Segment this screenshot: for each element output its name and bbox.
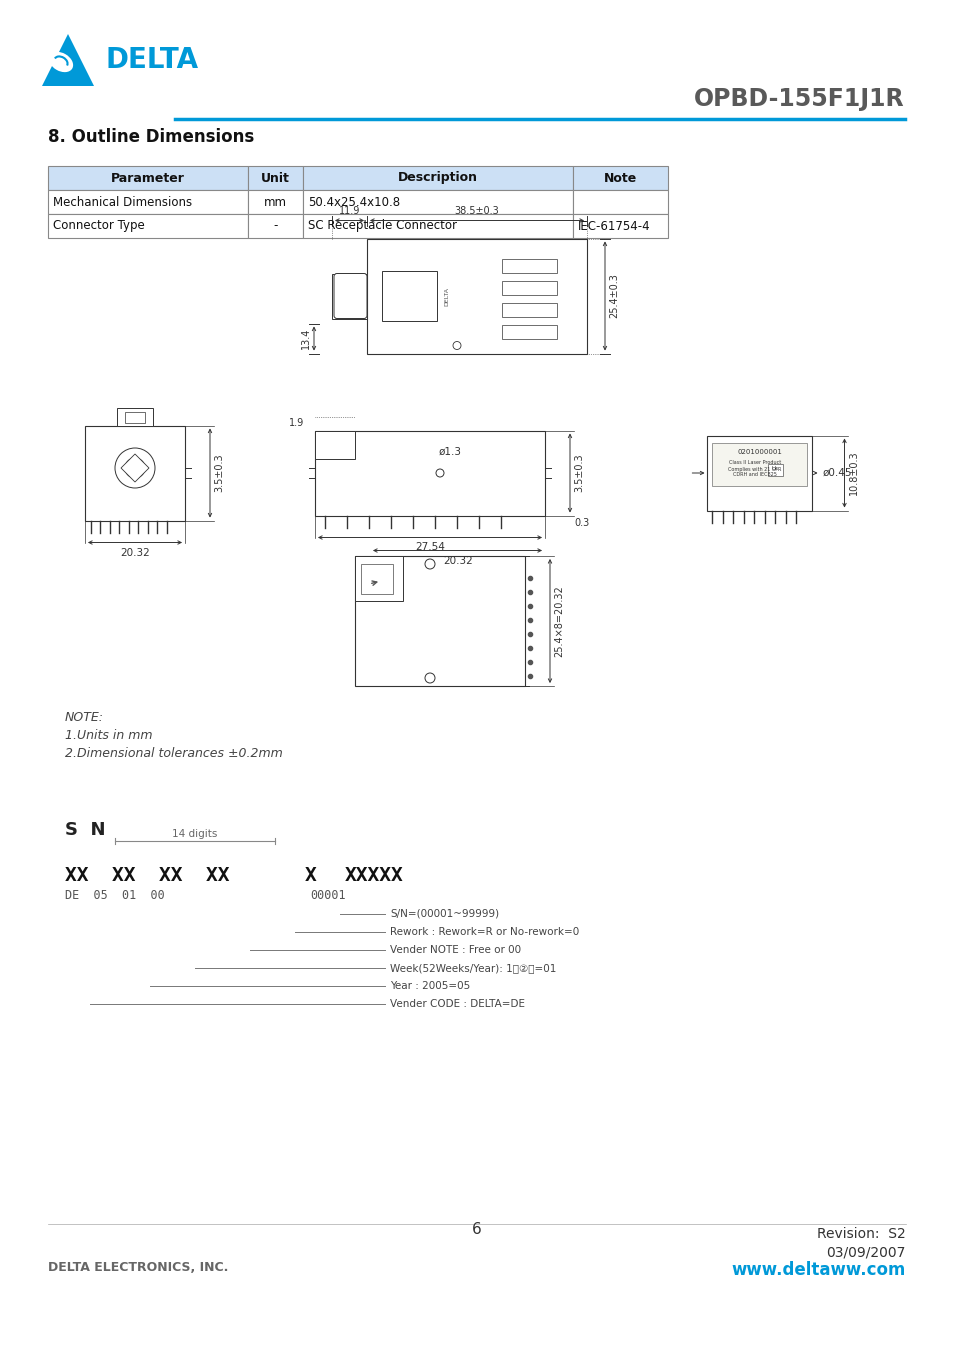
Circle shape (453, 342, 460, 350)
Text: CDRH and IEC825: CDRH and IEC825 (732, 473, 776, 477)
Text: Vender NOTE : Free or 00: Vender NOTE : Free or 00 (390, 944, 520, 955)
Text: S  N: S N (65, 821, 106, 839)
Circle shape (125, 458, 145, 478)
Text: Revision:  S2: Revision: S2 (817, 1227, 905, 1242)
Text: 6: 6 (472, 1223, 481, 1238)
Bar (117, 408, 152, 426)
Bar (573, 190, 667, 213)
Text: Mechanical Dimensions: Mechanical Dimensions (53, 196, 192, 208)
Bar (767, 463, 782, 476)
Bar (48, 166, 248, 190)
Bar (381, 272, 436, 322)
Bar (314, 431, 544, 516)
Text: ø0.45: ø0.45 (821, 467, 851, 478)
Bar (303, 190, 573, 213)
Ellipse shape (49, 51, 73, 72)
Bar (707, 435, 812, 511)
Text: Connector Type: Connector Type (53, 219, 145, 232)
Polygon shape (121, 454, 149, 482)
Bar (501, 303, 557, 316)
Bar (360, 563, 393, 594)
Text: 11.9: 11.9 (338, 207, 360, 216)
Text: Week(52Weeks/Year): 1月②日=01: Week(52Weeks/Year): 1月②日=01 (390, 963, 556, 973)
Bar (355, 557, 524, 686)
Bar (248, 190, 303, 213)
Bar (332, 273, 367, 319)
Bar (303, 213, 573, 238)
Text: Year : 2005=05: Year : 2005=05 (390, 981, 470, 992)
Text: Parameter: Parameter (111, 172, 185, 185)
Text: DE  05  01  00: DE 05 01 00 (65, 889, 165, 902)
Text: S/N=(00001~99999): S/N=(00001~99999) (390, 909, 498, 919)
Text: 3.5±0.3: 3.5±0.3 (213, 454, 224, 492)
Text: NOTE:: NOTE: (65, 711, 104, 724)
Text: 25.4±0.3: 25.4±0.3 (608, 273, 618, 319)
Text: 1.9: 1.9 (289, 417, 304, 427)
Text: 0.3: 0.3 (574, 519, 589, 528)
Text: DELTA: DELTA (106, 46, 199, 74)
Text: X: X (305, 866, 316, 885)
Bar (712, 443, 806, 485)
Bar (48, 213, 248, 238)
Bar (573, 166, 667, 190)
Text: 2.Dimensional tolerances ±0.2mm: 2.Dimensional tolerances ±0.2mm (65, 747, 282, 761)
Text: 38.5±0.3: 38.5±0.3 (455, 207, 498, 216)
Bar (125, 412, 145, 423)
Circle shape (436, 469, 443, 477)
Text: ø1.3: ø1.3 (438, 447, 461, 457)
Circle shape (424, 673, 435, 684)
Bar (85, 426, 185, 520)
Text: www.deltaww.com: www.deltaww.com (731, 1260, 905, 1279)
Bar (501, 281, 557, 295)
Text: 1.Units in mm: 1.Units in mm (65, 730, 152, 742)
Bar (314, 431, 355, 458)
Text: 3.5±0.3: 3.5±0.3 (574, 454, 583, 492)
Text: 20.32: 20.32 (442, 555, 473, 566)
FancyBboxPatch shape (334, 273, 367, 319)
Bar (248, 213, 303, 238)
Bar (248, 166, 303, 190)
Text: 03/09/2007: 03/09/2007 (825, 1246, 905, 1259)
Text: 25.4×8=20.32: 25.4×8=20.32 (554, 585, 563, 657)
Bar (501, 324, 557, 339)
Bar (573, 213, 667, 238)
Text: SC Receptacle Connector: SC Receptacle Connector (308, 219, 456, 232)
Text: Rework : Rework=R or No-rework=0: Rework : Rework=R or No-rework=0 (390, 927, 578, 938)
Text: -: - (273, 219, 277, 232)
Text: mm: mm (264, 196, 287, 208)
Text: 13.4: 13.4 (301, 328, 311, 349)
Text: DELTA: DELTA (444, 286, 449, 305)
Text: 50.4x25.4x10.8: 50.4x25.4x10.8 (308, 196, 399, 208)
Bar (303, 166, 573, 190)
Text: Vender CODE : DELTA=DE: Vender CODE : DELTA=DE (390, 998, 524, 1009)
Text: OPBD-155F1J1R: OPBD-155F1J1R (694, 86, 904, 111)
Text: 20.32: 20.32 (120, 547, 150, 558)
Text: 00001: 00001 (310, 889, 345, 902)
Polygon shape (42, 34, 94, 86)
Bar (355, 557, 402, 601)
Circle shape (115, 449, 154, 488)
Text: IEC-61754-4: IEC-61754-4 (578, 219, 650, 232)
Bar (48, 190, 248, 213)
Text: XXXXX: XXXXX (345, 866, 403, 885)
Text: XX  XX  XX  XX: XX XX XX XX (65, 866, 230, 885)
Text: 10.8±0.3: 10.8±0.3 (847, 451, 858, 496)
Text: 14 digits: 14 digits (172, 830, 217, 839)
Text: 27.54: 27.54 (415, 543, 444, 553)
Text: DELTA ELECTRONICS, INC.: DELTA ELECTRONICS, INC. (48, 1260, 228, 1274)
Text: Complies with 21 CFR: Complies with 21 CFR (727, 466, 781, 471)
Text: 0201000001: 0201000001 (737, 449, 781, 454)
Text: UL: UL (771, 466, 778, 470)
Text: Unit: Unit (261, 172, 290, 185)
Circle shape (424, 559, 435, 569)
Bar (367, 239, 586, 354)
Text: Description: Description (397, 172, 477, 185)
Text: Class II Laser Product: Class II Laser Product (728, 459, 781, 465)
Bar (501, 258, 557, 273)
Text: 8. Outline Dimensions: 8. Outline Dimensions (48, 128, 254, 146)
Text: Note: Note (603, 172, 637, 185)
